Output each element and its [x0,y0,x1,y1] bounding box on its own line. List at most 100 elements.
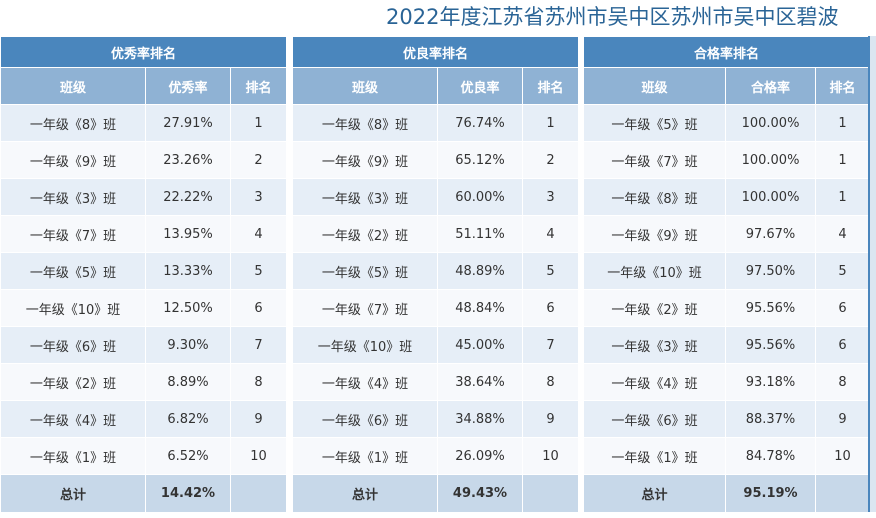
rate-cell: 6.82% [145,400,231,438]
class-cell: 一年级《1》班 [292,437,438,475]
class-cell: 一年级《8》班 [0,104,146,142]
class-cell: 一年级《6》班 [0,326,146,364]
table-row: 一年级《4》班 93.18% 8 [583,363,871,401]
rank-cell: 1 [814,104,871,142]
class-cell: 一年级《8》班 [292,104,438,142]
table-row: 一年级《3》班 60.00% 3 [292,178,580,216]
table-row: 一年级《3》班 95.56% 6 [583,326,871,364]
table-row: 一年级《10》班 45.00% 7 [292,326,580,364]
table-row: 一年级《4》班 38.64% 8 [292,363,580,401]
rank-cell: 7 [521,326,580,364]
rate-cell: 23.26% [145,141,231,179]
rate-cell: 51.11% [437,215,523,253]
rank-cell: 6 [814,289,871,327]
rate-cell: 45.00% [437,326,523,364]
column-header-class: 班级 [292,67,438,105]
rank-cell: 8 [814,363,871,401]
rank-cell: 3 [521,178,580,216]
class-cell: 一年级《2》班 [0,363,146,401]
table-row: 一年级《9》班 23.26% 2 [0,141,288,179]
class-cell: 一年级《8》班 [583,178,726,216]
panel-header: 优秀率排名 [0,36,288,68]
total-rate: 14.42% [145,474,231,513]
total-label: 总计 [0,474,146,513]
rate-cell: 8.89% [145,363,231,401]
rate-cell: 100.00% [725,141,816,179]
total-rate: 95.19% [725,474,816,513]
class-cell: 一年级《4》班 [0,400,146,438]
class-cell: 一年级《10》班 [292,326,438,364]
class-cell: 一年级《5》班 [292,252,438,290]
table-row: 一年级《2》班 95.56% 6 [583,289,871,327]
rate-cell: 100.00% [725,104,816,142]
class-cell: 一年级《7》班 [583,141,726,179]
total-rank-empty [229,474,288,513]
pass-ranking-panel: 合格率排名 班级 合格率 排名 一年级《5》班 100.00% 1 一年级《7》… [582,36,871,513]
total-rank-empty [814,474,871,513]
panel-header: 优良率排名 [291,36,580,68]
rate-cell: 48.89% [437,252,523,290]
excellent-ranking-panel: 优秀率排名 班级 优秀率 排名 一年级《8》班 27.91% 1 一年级《9》班… [0,36,288,513]
rank-cell: 5 [229,252,288,290]
table-row: 一年级《5》班 100.00% 1 [583,104,871,142]
rank-cell: 9 [229,400,288,438]
class-cell: 一年级《1》班 [0,437,146,475]
table-row: 一年级《7》班 100.00% 1 [583,141,871,179]
rate-cell: 27.91% [145,104,231,142]
rank-cell: 4 [814,215,871,253]
rate-cell: 97.67% [725,215,816,253]
table-row: 一年级《8》班 76.74% 1 [292,104,580,142]
class-cell: 一年级《4》班 [292,363,438,401]
table-row: 一年级《2》班 51.11% 4 [292,215,580,253]
class-cell: 一年级《1》班 [583,437,726,475]
rate-cell: 9.30% [145,326,231,364]
rate-cell: 93.18% [725,363,816,401]
column-header-rank: 排名 [521,67,580,105]
rate-cell: 100.00% [725,178,816,216]
total-label: 总计 [583,474,726,513]
rank-cell: 6 [229,289,288,327]
column-header-class: 班级 [0,67,146,105]
table-row: 一年级《9》班 65.12% 2 [292,141,580,179]
table-row: 一年级《4》班 6.82% 9 [0,400,288,438]
total-row: 总计 14.42% [0,474,288,513]
rank-cell: 4 [229,215,288,253]
rank-cell: 4 [521,215,580,253]
column-header-class: 班级 [583,67,726,105]
rank-cell: 1 [814,178,871,216]
rank-cell: 5 [814,252,871,290]
class-cell: 一年级《4》班 [583,363,726,401]
rank-cell: 7 [229,326,288,364]
class-cell: 一年级《3》班 [583,326,726,364]
total-label: 总计 [292,474,438,513]
rate-cell: 22.22% [145,178,231,216]
rank-cell: 2 [521,141,580,179]
class-cell: 一年级《6》班 [292,400,438,438]
table-row: 一年级《6》班 34.88% 9 [292,400,580,438]
rate-cell: 26.09% [437,437,523,475]
table-row: 一年级《8》班 100.00% 1 [583,178,871,216]
rank-cell: 2 [229,141,288,179]
rate-cell: 13.33% [145,252,231,290]
rate-cell: 76.74% [437,104,523,142]
class-cell: 一年级《7》班 [292,289,438,327]
class-cell: 一年级《5》班 [0,252,146,290]
table-row: 一年级《1》班 6.52% 10 [0,437,288,475]
class-cell: 一年级《5》班 [583,104,726,142]
table-row: 一年级《8》班 27.91% 1 [0,104,288,142]
rank-cell: 10 [814,437,871,475]
rate-cell: 60.00% [437,178,523,216]
rank-cell: 6 [814,326,871,364]
rank-cell: 8 [229,363,288,401]
class-cell: 一年级《9》班 [0,141,146,179]
total-rate: 49.43% [437,474,523,513]
rank-cell: 6 [521,289,580,327]
table-row: 一年级《10》班 12.50% 6 [0,289,288,327]
class-cell: 一年级《10》班 [583,252,726,290]
good-ranking-table: 优良率排名 班级 优良率 排名 一年级《8》班 76.74% 1 一年级《9》班… [291,36,580,513]
rank-cell: 5 [521,252,580,290]
rate-cell: 34.88% [437,400,523,438]
rate-cell: 65.12% [437,141,523,179]
table-row: 一年级《7》班 13.95% 4 [0,215,288,253]
rank-cell: 8 [521,363,580,401]
